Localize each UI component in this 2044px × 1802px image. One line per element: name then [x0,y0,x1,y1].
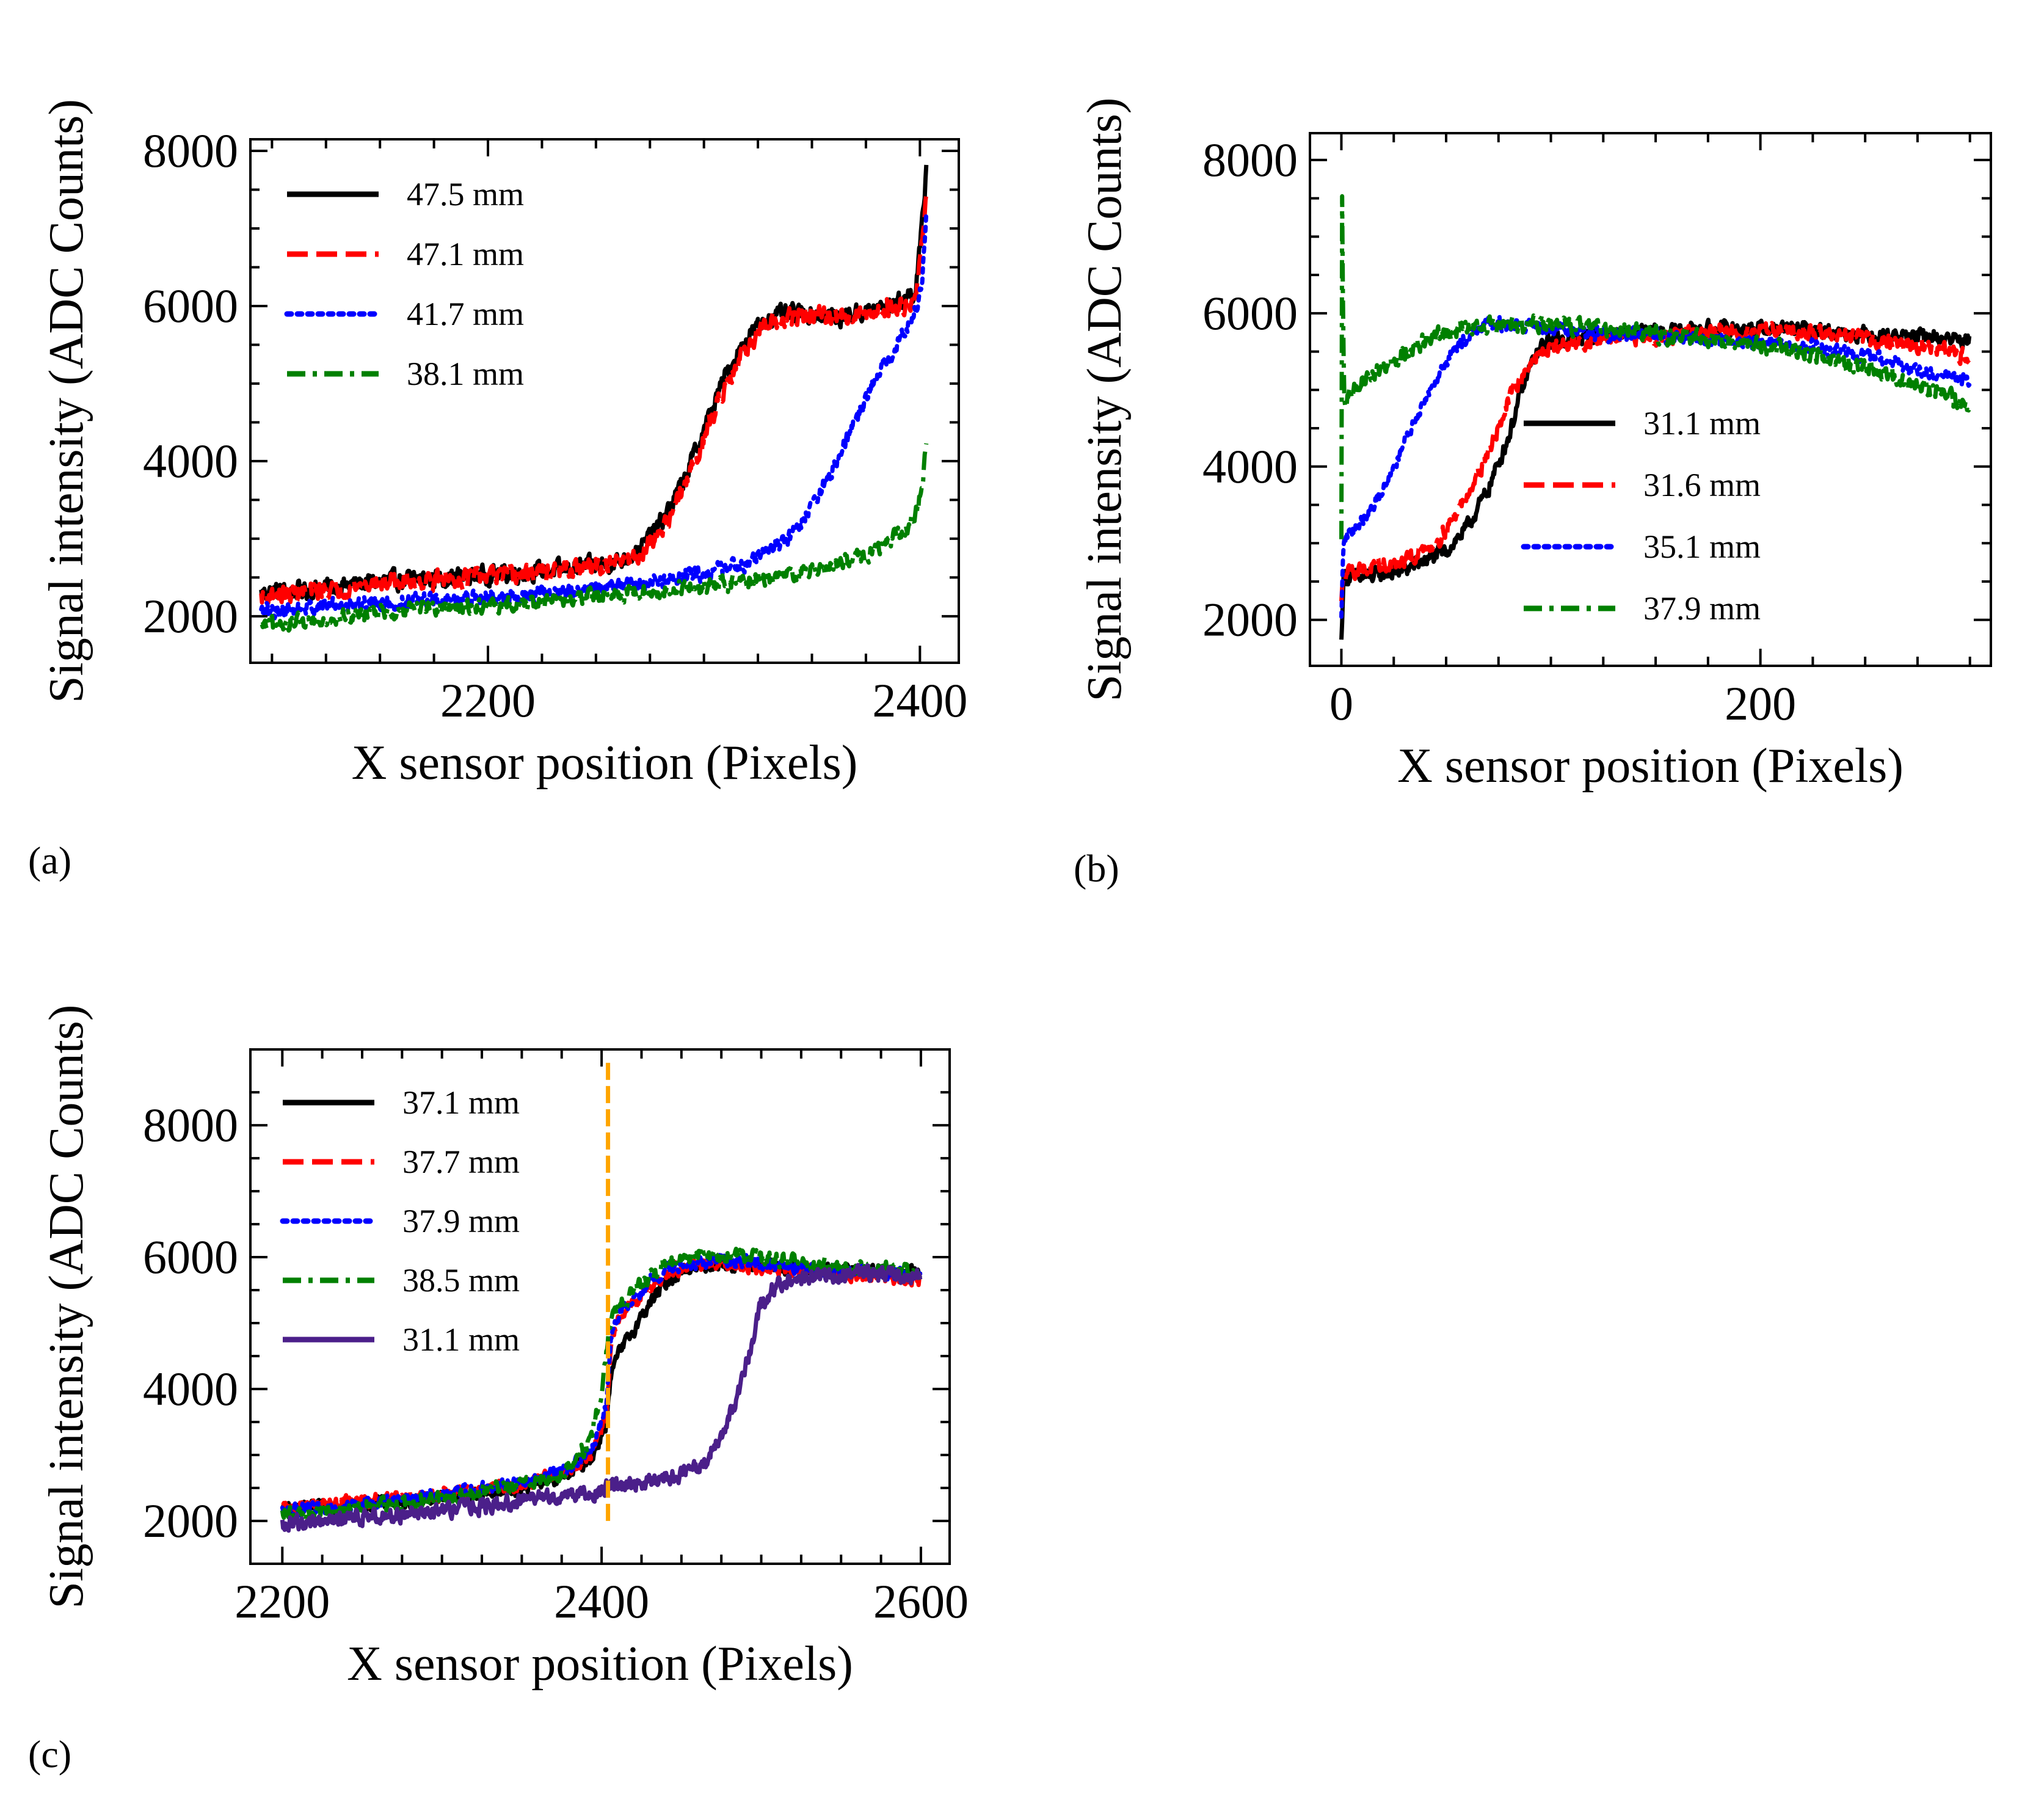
legend-label: 41.7 mm [407,296,524,332]
x-tick-label: 2200 [440,674,536,727]
series-line-2 [1339,321,1971,602]
x-tick-label: 2600 [873,1575,969,1628]
series-line-4 [1339,194,1972,539]
y-tick-label: 6000 [143,279,238,332]
axes-frame [249,138,960,664]
series-line-5 [280,1263,923,1533]
y-tick-label: 2000 [1202,593,1298,646]
y-tick-label: 4000 [1202,440,1298,493]
legend: 37.1 mm 37.7 mm 37.9 mm 38.5 mm 31.1 mm [280,1084,520,1358]
y-tick-label: 6000 [143,1230,238,1283]
y-tick-label: 4000 [143,1362,238,1415]
chart-b: 0 200 2000 4000 6000 8000 X sensor position (P… [1078,98,1992,793]
chart-c: 2200 2400 2600 2000 4000 6000 8000 X sensor pos… [40,1005,969,1691]
legend-label: 37.1 mm [402,1084,520,1121]
y-tick-label: 4000 [143,434,238,487]
x-tick-label: 2400 [872,674,967,727]
y-tick-label: 8000 [1202,133,1298,186]
legend-label: 35.1 mm [1643,528,1761,565]
ticks [1310,133,1991,666]
axes-frame [1309,132,1992,667]
series-line-1 [259,164,929,602]
series-line-3 [259,210,929,621]
y-axis-title: Signal intensity (ADC Counts) [1078,98,1132,702]
chart-a: 2200 2400 2000 4000 6000 8000 X sensor positio… [40,99,967,790]
legend-label: 37.7 mm [402,1144,520,1180]
series-line-2 [259,194,929,605]
legend-label: 38.1 mm [407,356,524,392]
y-tick-label: 8000 [143,1098,238,1151]
plot-area [1339,194,1972,640]
y-tick-label: 8000 [143,124,238,177]
plot-area [280,1059,923,1533]
legend-label: 37.9 mm [402,1203,520,1239]
x-axis-title: X sensor position (Pixels) [352,736,858,790]
x-tick-label: 0 [1329,677,1353,730]
x-axis-title: X sensor position (Pixels) [1397,739,1904,793]
legend: 47.5 mm 47.1 mm 41.7 mm 38.1 mm [284,176,524,392]
legend-label: 47.5 mm [407,176,524,213]
legend-label: 37.9 mm [1643,590,1761,627]
x-tick-label: 2200 [235,1575,330,1628]
panel-label-a: (a) [28,839,72,882]
legend-label: 38.5 mm [402,1262,520,1299]
legend: 31.1 mm 31.6 mm 35.1 mm 37.9 mm [1521,405,1761,627]
series-line-3 [1339,315,1972,619]
panel-label-b: (b) [1074,847,1119,890]
x-axis-title: X sensor position (Pixels) [347,1637,853,1691]
ticks [250,139,959,663]
panel-label-c: (c) [28,1732,72,1776]
y-axis-title: Signal intensity (ADC Counts) [40,1005,93,1609]
y-axis-title: Signal intensity (ADC Counts) [40,99,93,703]
x-tick-label: 200 [1725,677,1796,730]
plot-area [259,164,929,634]
ticks [250,1049,950,1564]
axes-frame [249,1048,951,1565]
y-tick-label: 2000 [143,1494,238,1547]
y-tick-label: 6000 [1202,286,1298,340]
legend-label: 47.1 mm [407,236,524,272]
y-tick-label: 2000 [143,589,238,643]
legend-label: 31.6 mm [1643,467,1761,503]
legend-label: 31.1 mm [402,1321,520,1358]
x-tick-label: 2400 [554,1575,649,1628]
legend-label: 31.1 mm [1643,405,1761,442]
series-line-4 [280,1244,923,1523]
series-line-4 [260,443,929,634]
